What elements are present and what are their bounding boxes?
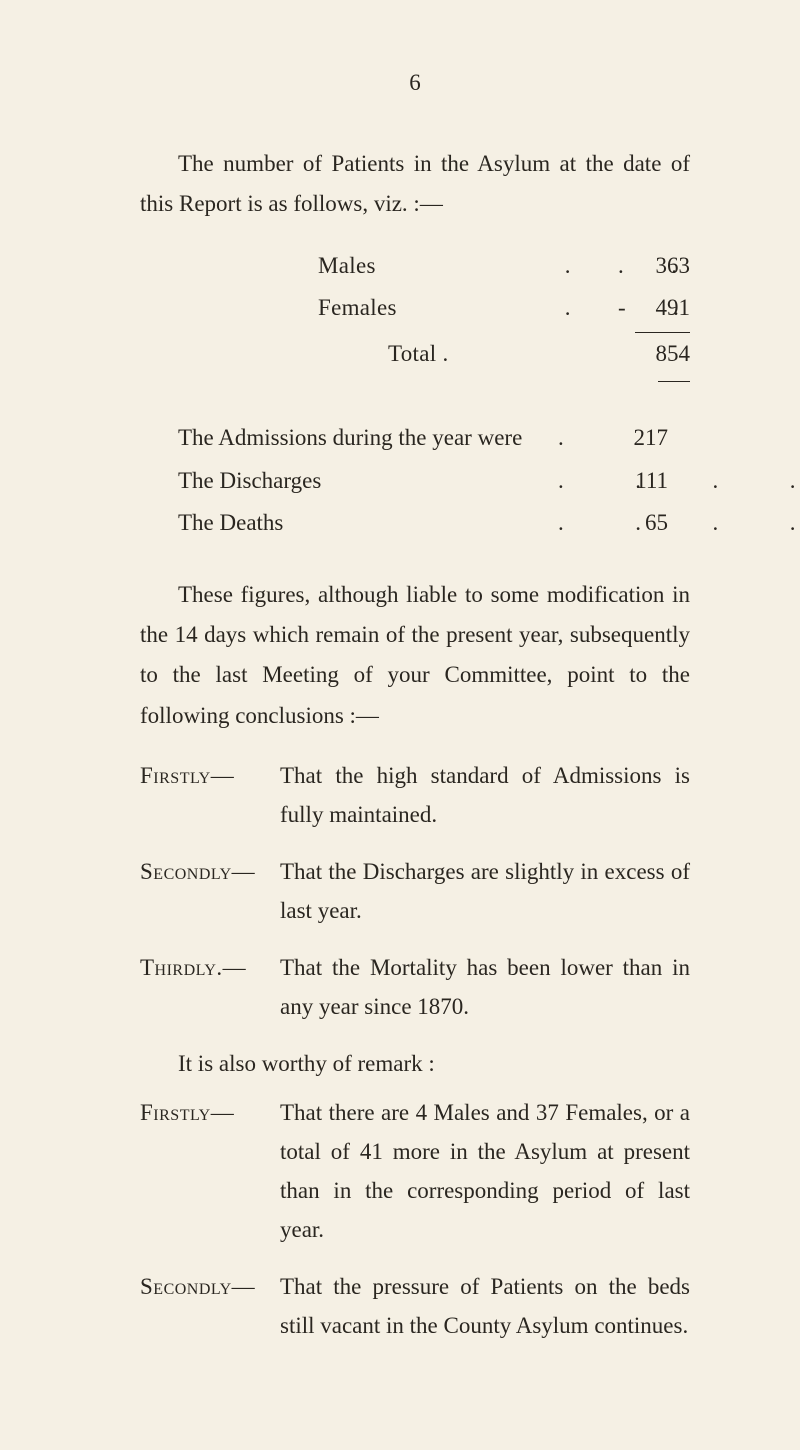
list-item: Thirdly.— That the Mortality has been lo… <box>140 948 690 1026</box>
list-body: That the Mortality has been lower than i… <box>280 948 690 1026</box>
conclusions-intro: These figures, although liable to some m… <box>140 575 690 736</box>
leader-dots <box>578 333 648 376</box>
conclusions-list-1: Firstly— That the high standard of Admis… <box>140 756 690 1027</box>
stat-label: The Deaths <box>178 502 558 545</box>
total-label: Total . <box>140 333 578 376</box>
table-row: Females . - . 491 <box>140 287 690 333</box>
list-body: That the Discharges are slightly in exce… <box>280 852 690 930</box>
stat-value: 65 <box>628 502 668 545</box>
stat-value: 491 <box>635 287 690 333</box>
table-row: Males . . . 363 <box>140 245 690 288</box>
list-head: Firstly— <box>140 756 280 834</box>
list-item: Secondly— That the pressure of Patients … <box>140 1267 690 1345</box>
list-head: Thirdly.— <box>140 948 280 1026</box>
stats-table-1: Males . . . 363 Females . - . 491 Total … <box>140 245 690 376</box>
intro-paragraph: The number of Patients in the Asylum at … <box>140 144 690 225</box>
list-item: Firstly— That there are 4 Males and 37 F… <box>140 1093 690 1249</box>
leader-dots: . . . <box>565 245 635 288</box>
stat-label: Males <box>140 245 565 288</box>
leader-dots: . . . . . <box>558 460 628 503</box>
list-item: Firstly— That the high standard of Admis… <box>140 756 690 834</box>
leader-dots: . <box>558 417 628 460</box>
page: 6 The number of Patients in the Asylum a… <box>0 0 800 1450</box>
total-value: 854 <box>648 333 691 376</box>
list-item: Secondly— That the Discharges are slight… <box>140 852 690 930</box>
conclusions-list-2: Firstly— That there are 4 Males and 37 F… <box>140 1093 690 1346</box>
remark-intro: It is also worthy of remark : <box>140 1044 690 1084</box>
stat-label: Females <box>140 287 565 333</box>
table-row: The Admissions during the year were . 21… <box>140 417 690 460</box>
stat-value: 111 <box>628 460 668 503</box>
page-number: 6 <box>140 70 690 96</box>
table-row: The Discharges . . . . . 111 <box>140 460 690 503</box>
list-body: That there are 4 Males and 37 Females, o… <box>280 1093 690 1249</box>
stat-label: The Discharges <box>178 460 558 503</box>
leader-dots: . - . <box>565 287 635 333</box>
leader-dots: . . . . . . <box>558 502 628 545</box>
table-row: The Deaths . . . . . . 65 <box>140 502 690 545</box>
list-head: Secondly— <box>140 1267 280 1345</box>
list-body: That the high standard of Admissions is … <box>280 756 690 834</box>
stats-table-2: The Admissions during the year were . 21… <box>140 417 690 545</box>
total-row: Total . 854 <box>140 333 690 376</box>
stat-value: 217 <box>628 417 668 460</box>
list-head: Secondly— <box>140 852 280 930</box>
list-head: Firstly— <box>140 1093 280 1249</box>
stat-value: 363 <box>635 245 690 288</box>
stat-label: The Admissions during the year were <box>178 417 558 460</box>
list-body: That the pressure of Patients on the bed… <box>280 1267 690 1345</box>
spacer <box>140 393 690 409</box>
